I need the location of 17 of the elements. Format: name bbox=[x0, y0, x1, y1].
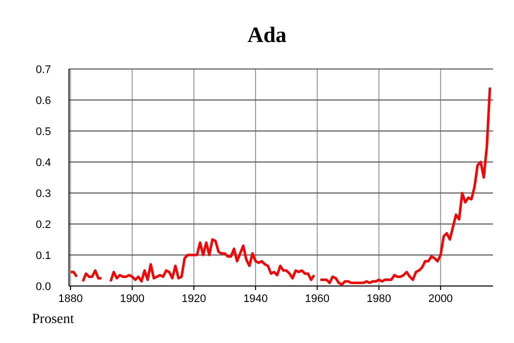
y-tick-label: 0.6 bbox=[36, 95, 51, 107]
x-tick-label: 1940 bbox=[243, 293, 268, 305]
y-tick-label: 0.1 bbox=[36, 250, 51, 262]
y-axis-title: Prosent bbox=[32, 312, 74, 327]
x-tick-label: 1900 bbox=[120, 293, 144, 305]
x-tick-label: 1920 bbox=[182, 293, 206, 305]
y-tick-label: 0.2 bbox=[36, 219, 51, 231]
x-tick-label: 1960 bbox=[304, 293, 330, 305]
x-tick-label: 2000 bbox=[428, 293, 453, 305]
y-tick-label: 0.0 bbox=[36, 281, 51, 293]
y-tick-label: 0.5 bbox=[36, 126, 51, 138]
y-tick-label: 0.3 bbox=[36, 188, 51, 200]
x-tick-label: 1880 bbox=[58, 293, 83, 305]
y-tick-label: 0.7 bbox=[36, 64, 51, 76]
y-tick-label: 0.4 bbox=[36, 157, 51, 169]
chart-title: Ada bbox=[247, 22, 287, 47]
x-tick-label: 1980 bbox=[366, 293, 392, 305]
